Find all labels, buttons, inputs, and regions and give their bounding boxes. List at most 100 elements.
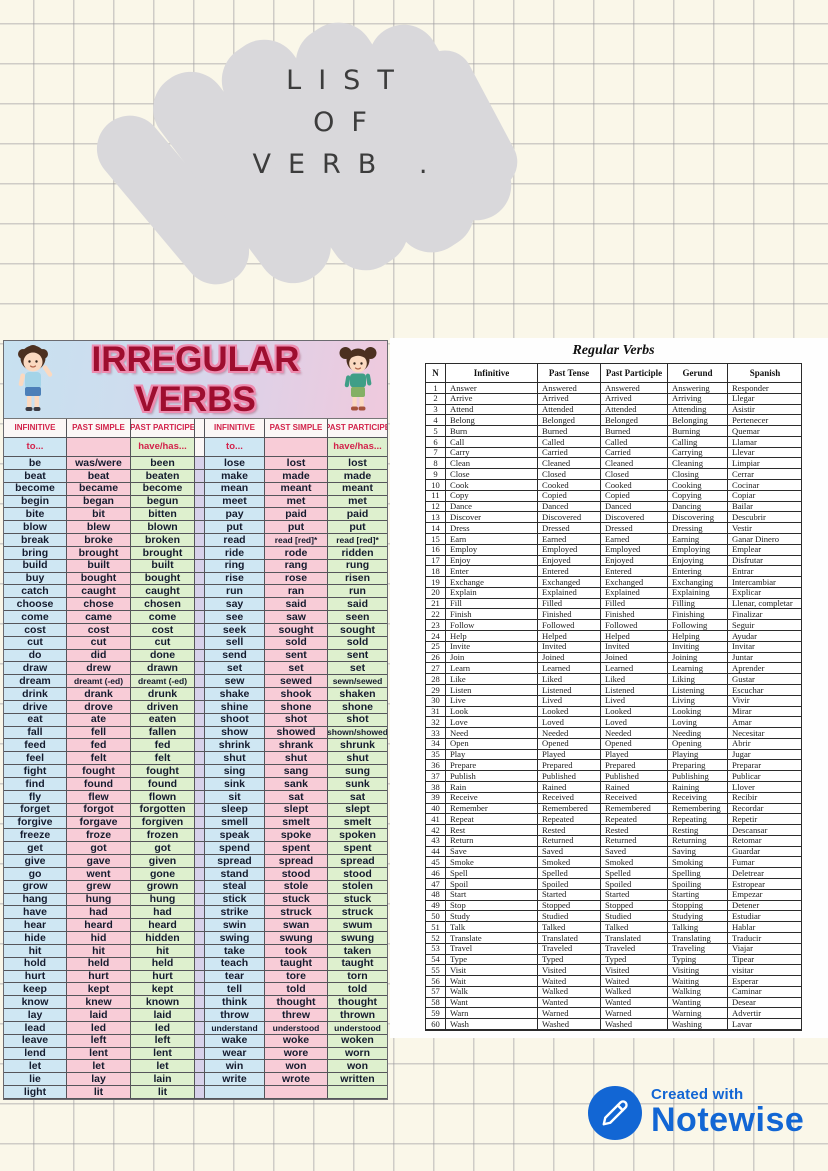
notewise-logo: [588, 1086, 642, 1140]
verb-cell: Stop: [446, 900, 538, 912]
verb-cell: lit: [67, 1086, 131, 1099]
row-number: 54: [426, 954, 446, 966]
verb-cell: fought: [67, 765, 131, 778]
verb-cell: sung: [328, 765, 387, 778]
verb-cell: Closed: [538, 469, 601, 481]
column-separator: [195, 559, 205, 573]
column-separator: [195, 944, 205, 958]
verb-cell: stood: [328, 867, 387, 881]
row-number: 5: [426, 426, 446, 437]
verb-cell: Rested: [538, 825, 601, 836]
verb-cell: visitar: [728, 965, 802, 977]
notewise-watermark[interactable]: Created with Notewise: [588, 1086, 804, 1140]
verb-cell: cost: [67, 623, 131, 637]
verb-cell: choose: [4, 598, 67, 612]
verb-cell: Entering: [668, 566, 728, 578]
verb-cell: sold: [328, 636, 387, 650]
verb-cell: Answered: [601, 383, 668, 394]
verb-cell: Dressing: [668, 523, 728, 534]
verb-cell: come: [131, 611, 195, 624]
verb-cell: struck: [328, 906, 387, 920]
verb-cell: hit: [67, 944, 131, 958]
verb-cell: Help: [446, 631, 538, 642]
verb-cell: smell: [205, 816, 265, 830]
verb-cell: Remembering: [668, 803, 728, 815]
verb-cell: Deletrear: [728, 868, 802, 880]
verb-cell: Translated: [601, 932, 668, 944]
verb-cell: Walked: [601, 986, 668, 998]
row-number: 35: [426, 749, 446, 761]
row-number: 46: [426, 868, 446, 880]
verb-cell: grew: [67, 880, 131, 894]
irregular-verbs-banner: IRREGULAR VERBS: [4, 340, 387, 419]
verb-cell: Limpiar: [728, 458, 802, 470]
verb-cell: stood: [265, 867, 328, 881]
verb-cell: fought: [131, 765, 195, 778]
verb-cell: stick: [205, 893, 265, 907]
verb-cell: light: [4, 1086, 67, 1099]
verb-cell: Earning: [668, 533, 728, 545]
verb-cell: keep: [4, 983, 67, 997]
verb-cell: Waiting: [668, 976, 728, 987]
verb-cell: Returned: [601, 835, 668, 847]
row-number: 26: [426, 652, 446, 664]
verb-cell: had: [131, 906, 195, 920]
column-header: Spanish: [728, 364, 802, 383]
verb-cell: Needed: [601, 728, 668, 739]
verb-cell: lent: [131, 1047, 195, 1061]
verb-cell: Employing: [668, 544, 728, 556]
verb-cell: Helped: [601, 631, 668, 642]
column-separator: [195, 739, 205, 753]
row-number: 58: [426, 997, 446, 1009]
row-number: 16: [426, 544, 446, 556]
verb-cell: Opened: [601, 738, 668, 750]
verb-cell: let: [4, 1060, 67, 1074]
verb-cell: Talked: [538, 922, 601, 933]
verb-cell: wrote: [265, 1073, 328, 1087]
verb-cell: froze: [67, 829, 131, 843]
verb-cell: beat: [4, 469, 67, 483]
row-number: 17: [426, 555, 446, 567]
verb-cell: shut: [265, 752, 328, 766]
verb-cell: ran: [265, 585, 328, 599]
row-number: 55: [426, 965, 446, 977]
verb-cell: Enjoying: [668, 555, 728, 567]
row-number: 11: [426, 490, 446, 502]
verb-cell: Join: [446, 652, 538, 664]
verb-cell: Traveling: [668, 943, 728, 955]
verb-cell: begin: [4, 495, 67, 509]
column-separator: [195, 829, 205, 843]
verb-cell: spread: [328, 855, 387, 868]
verb-cell: stolen: [328, 880, 387, 894]
verb-cell: Lavar: [728, 1019, 802, 1030]
verb-cell: Danced: [601, 501, 668, 513]
column-header: INFINITIVE: [205, 419, 265, 438]
verb-cell: [265, 1086, 328, 1099]
verb-cell: Responder: [728, 383, 802, 394]
verb-cell: show: [205, 726, 265, 740]
verb-cell: fed: [131, 739, 195, 753]
verb-cell: Visit: [446, 965, 538, 977]
verb-cell: Recibir: [728, 793, 802, 804]
verb-cell: gave: [67, 855, 131, 868]
verb-cell: Learned: [601, 663, 668, 675]
verb-cell: Stopping: [668, 900, 728, 912]
column-separator: [195, 713, 205, 727]
verb-cell: Employed: [538, 544, 601, 556]
row-number: 12: [426, 501, 446, 513]
row-number: 4: [426, 415, 446, 427]
verb-cell: swung: [328, 932, 387, 945]
verb-cell: blown: [131, 521, 195, 535]
verb-cell: Washed: [538, 1019, 601, 1030]
verb-cell: Ganar Dinero: [728, 534, 802, 545]
verb-cell: Published: [538, 771, 601, 782]
verb-cell: drive: [4, 700, 67, 714]
verb-cell: went: [67, 867, 131, 881]
row-number: 25: [426, 641, 446, 653]
verb-cell: Ayudar: [728, 631, 802, 642]
verb-cell: heard: [67, 919, 131, 933]
verb-cell: put: [265, 521, 328, 535]
verb-cell: drew: [67, 662, 131, 676]
column-separator: [195, 1047, 205, 1061]
verb-cell: Estudiar: [728, 911, 802, 923]
